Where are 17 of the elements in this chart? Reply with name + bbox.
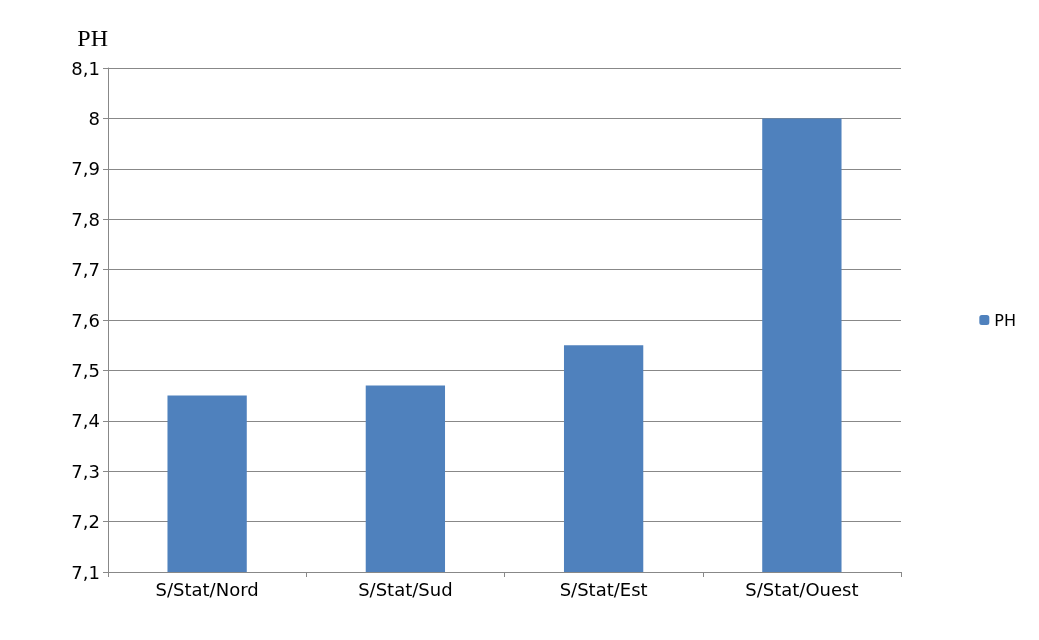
y-tick-label: 7,4 (71, 410, 100, 432)
y-tick-label: 7,5 (71, 359, 100, 381)
x-tick-label: S/Stat/Ouest (745, 578, 859, 600)
x-tick-label: S/Stat/Est (559, 578, 648, 600)
y-tick-label: 7,1 (71, 561, 100, 583)
y-tick-label: 7,8 (71, 208, 100, 230)
y-tick-label: 7,2 (71, 511, 100, 533)
y-tick-label: 8 (88, 107, 100, 129)
legend-label: PH (994, 310, 1017, 330)
x-tick-label: S/Stat/Sud (358, 578, 453, 600)
y-tick-label: 7,7 (71, 259, 100, 281)
y-tick-label: 7,6 (71, 309, 100, 331)
y-tick-label: 8,1 (71, 57, 100, 79)
y-axis-title: PH (77, 25, 108, 51)
y-tick-label: 7,3 (71, 460, 100, 482)
x-tick-label: S/Stat/Nord (155, 578, 259, 600)
y-tick-label: 7,9 (71, 158, 100, 180)
